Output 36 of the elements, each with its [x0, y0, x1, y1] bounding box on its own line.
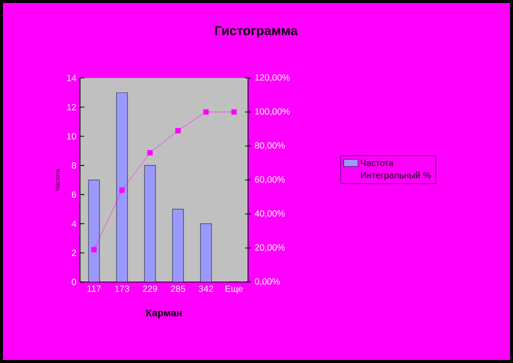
- x-tick-label: 229: [142, 286, 158, 292]
- x-tick-label: Еще: [226, 286, 243, 294]
- x-tick-label: 117: [88, 286, 101, 292]
- y-tick-label: 12: [67, 104, 76, 110]
- y2-tick-label: 20,00%: [254, 244, 285, 252]
- y2-tick-label: 60,00%: [254, 176, 285, 184]
- y2-tick-label: 40,00%: [254, 210, 285, 218]
- bar: [144, 165, 156, 282]
- bar: [88, 180, 100, 282]
- y2-tick-label: 0,00%: [254, 278, 280, 286]
- y-tick-label: 2: [72, 250, 76, 256]
- y-tick-label: 6: [72, 191, 76, 198]
- legend-label: Частота: [360, 160, 394, 166]
- y2-tick-label: 100,00%: [255, 108, 290, 116]
- point: [119, 187, 125, 193]
- y-tick-label: 0: [72, 278, 76, 286]
- x-tick-label: 342: [198, 286, 214, 292]
- text: Интегральный %: [360, 172, 431, 180]
- y2-tick-label: 120,00%: [255, 74, 290, 82]
- x-axis-title: Карман: [146, 309, 182, 318]
- bar: [200, 224, 212, 282]
- x-tick-label: 173: [115, 286, 130, 292]
- y-tick-label: 4: [72, 220, 76, 227]
- x-tick-label: 285: [170, 286, 186, 292]
- chart-title: Гистограмма: [215, 26, 298, 38]
- point: [175, 128, 181, 134]
- y2-tick-label: 80,00%: [254, 142, 285, 150]
- y-tick-label: 14: [67, 74, 76, 82]
- y-tick-label: 8: [72, 162, 76, 169]
- bar: [172, 208, 184, 282]
- point: [147, 150, 153, 156]
- point: [231, 109, 237, 115]
- y-tick-label: 10: [67, 133, 76, 140]
- point: [203, 109, 209, 115]
- point: [91, 246, 97, 252]
- bar: [116, 92, 128, 282]
